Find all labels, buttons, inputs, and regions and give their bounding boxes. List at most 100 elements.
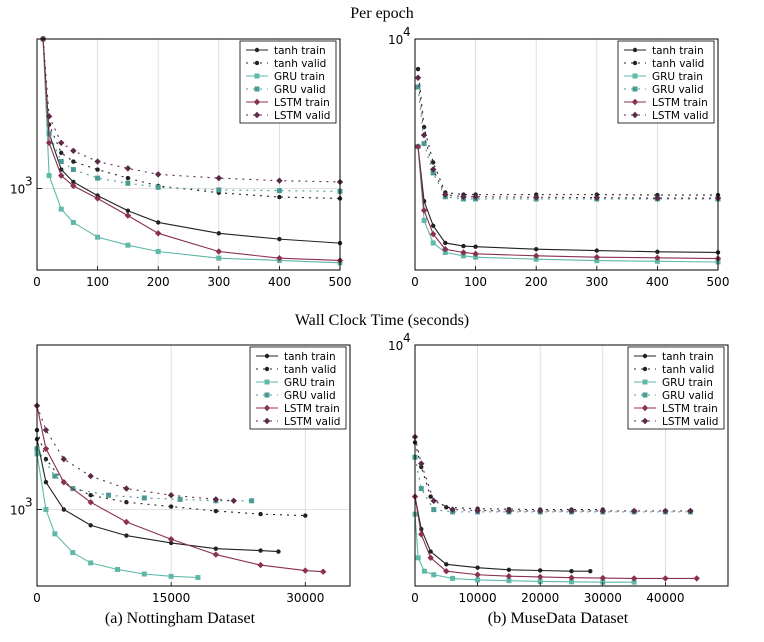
legend-marker	[642, 379, 648, 385]
legend-label: GRU train	[284, 377, 335, 389]
y-tick-label: 10	[10, 504, 25, 518]
data-point	[414, 74, 422, 81]
data-point	[70, 147, 77, 154]
legend-marker	[254, 60, 260, 66]
x-tick-label: 200	[147, 275, 170, 289]
data-point	[303, 513, 308, 518]
caption-nottingham: (a) Nottingham Dataset	[104, 610, 256, 627]
data-point	[58, 159, 64, 165]
series-LSTM-valid	[33, 402, 237, 504]
data-point	[155, 249, 161, 255]
data-point	[415, 555, 421, 561]
plot-frame	[414, 344, 729, 587]
legend-marker	[263, 404, 271, 412]
legend-label: LSTM train	[652, 97, 708, 109]
legend-label: LSTM valid	[662, 416, 718, 428]
data-point	[114, 566, 120, 572]
series-LSTM-valid	[411, 433, 694, 515]
data-point	[215, 174, 222, 182]
data-point	[95, 234, 101, 240]
data-point	[70, 167, 76, 173]
data-point	[599, 507, 606, 515]
legend-label: GRU train	[274, 71, 325, 83]
legend-marker	[641, 417, 649, 425]
data-point	[106, 492, 112, 498]
data-point	[95, 175, 101, 181]
series-line	[42, 38, 341, 244]
data-point	[216, 187, 222, 193]
data-point	[533, 194, 540, 201]
data-point	[414, 143, 422, 150]
data-point	[249, 498, 255, 504]
data-point	[534, 247, 539, 252]
legend-marker	[264, 392, 270, 398]
data-point	[45, 113, 53, 120]
data-point	[418, 460, 425, 467]
data-point	[59, 167, 64, 172]
data-point	[87, 499, 94, 506]
legend-marker	[632, 73, 638, 79]
data-point	[45, 139, 53, 146]
x-tick-label: 100	[86, 275, 109, 289]
data-point	[655, 249, 660, 255]
legend-label: GRU valid	[662, 390, 714, 402]
x-tick-label: 300	[207, 275, 230, 289]
legend-box	[249, 346, 347, 430]
legend-label: GRU train	[662, 377, 713, 389]
data-point	[460, 193, 467, 200]
data-point	[125, 208, 131, 213]
data-point	[431, 507, 437, 513]
data-point	[177, 496, 183, 502]
series-line	[36, 405, 324, 573]
data-point	[538, 568, 543, 573]
data-point	[594, 248, 599, 253]
data-point	[213, 546, 219, 551]
data-point	[213, 508, 219, 514]
data-point	[88, 493, 93, 498]
data-point	[593, 253, 600, 261]
x-tick-label: 0	[33, 275, 41, 289]
data-point	[168, 540, 174, 546]
data-point	[506, 567, 512, 572]
data-point	[449, 506, 456, 513]
legend-marker	[632, 60, 638, 66]
data-point	[533, 252, 540, 260]
data-point	[418, 531, 425, 538]
y-tick-label: 10	[10, 183, 25, 197]
series-tanh-train	[412, 494, 593, 574]
data-point	[444, 505, 449, 510]
data-point	[71, 179, 76, 185]
plot-frame	[36, 38, 341, 271]
legend-label: GRU valid	[284, 390, 336, 402]
data-point	[537, 507, 544, 515]
data-point	[141, 495, 147, 501]
series-GRU-valid	[34, 446, 255, 504]
data-point	[427, 554, 434, 561]
series-LSTM-valid	[414, 74, 722, 202]
data-point	[302, 567, 309, 574]
legend-box	[627, 346, 725, 430]
data-point	[124, 533, 129, 538]
x-tick-label: 400	[268, 275, 291, 289]
data-point	[155, 184, 161, 190]
data-point	[155, 230, 162, 237]
data-point	[599, 574, 606, 582]
series-line	[36, 439, 279, 553]
x-tick-label: 15000	[152, 591, 190, 605]
series-line	[414, 457, 691, 513]
legend-marker	[642, 353, 648, 359]
caption-musedata: (b) MuseData Dataset	[487, 610, 629, 627]
data-point	[428, 549, 433, 554]
legend-label: tanh valid	[284, 364, 336, 376]
legend-label: GRU valid	[274, 84, 326, 96]
series-line	[414, 442, 603, 511]
legend-marker	[631, 98, 639, 106]
legend-marker	[254, 73, 260, 79]
data-point	[430, 223, 436, 228]
data-point	[430, 240, 436, 246]
legend-marker	[632, 47, 638, 53]
